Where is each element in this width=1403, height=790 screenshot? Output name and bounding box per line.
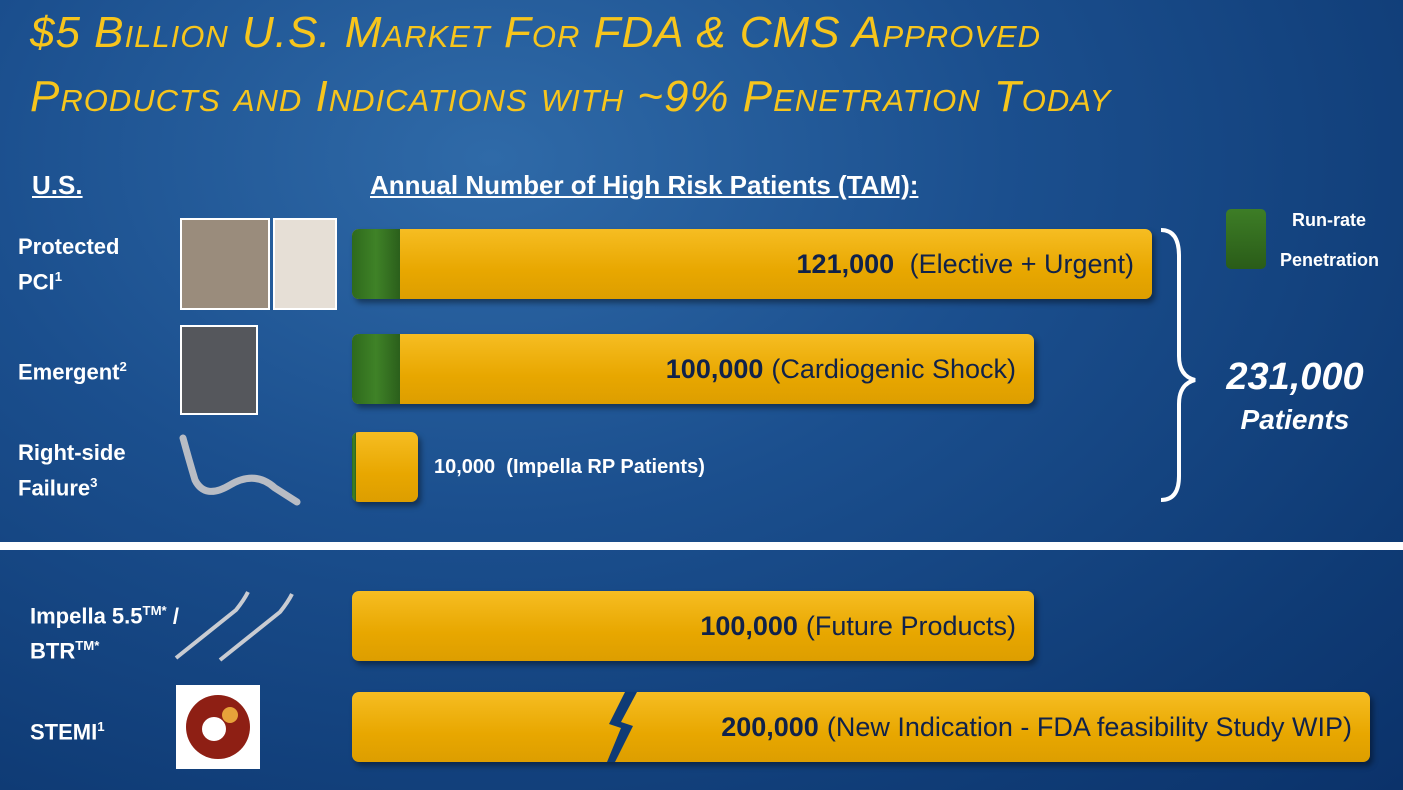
- label-text: Right-side: [18, 440, 126, 465]
- number: 121,000: [796, 249, 895, 279]
- penetration-segment: [352, 432, 356, 502]
- device-icon: [174, 591, 294, 662]
- legend-swatch: [1226, 209, 1266, 269]
- row-label: Emergent2: [18, 352, 127, 387]
- row-label: Protected PCI1: [18, 232, 119, 297]
- photo: [180, 325, 258, 415]
- number: 100,000: [700, 611, 798, 641]
- photo: [180, 218, 270, 310]
- footnote: 2: [119, 359, 127, 374]
- brace: [1160, 228, 1196, 502]
- label-text: /: [166, 603, 179, 629]
- bar-label: 10,000 (Impella RP Patients): [434, 456, 705, 479]
- label-text: PCI: [18, 269, 55, 295]
- label-text: STEMI: [30, 719, 98, 745]
- label-text: BTR: [30, 638, 76, 664]
- description: (Cardiogenic Shock): [771, 354, 1016, 384]
- row-label: Impella 5.5TM* / BTRTM*: [30, 596, 179, 667]
- total-number: 231,000: [1226, 356, 1364, 398]
- bar-label: 100,000 (Cardiogenic Shock): [666, 334, 1016, 404]
- footnote: 1: [54, 269, 63, 284]
- number: 10,000: [434, 456, 496, 478]
- title-line: Products and Indications with ~9% Penetr…: [30, 72, 1112, 121]
- row-label: STEMI1: [30, 712, 105, 747]
- footnote: 1: [97, 719, 105, 734]
- bar: 200,000 (New Indication - FDA feasibility…: [352, 692, 1370, 762]
- title-line: $5 Billion U.S. Market For FDA & CMS App…: [30, 8, 1042, 57]
- bar-label: 200,000 (New Indication - FDA feasibility…: [721, 692, 1352, 762]
- heading: U.S.: [32, 170, 83, 200]
- total-unit: Patients: [1240, 404, 1350, 435]
- label-text: Protected: [18, 234, 120, 259]
- photo: [273, 218, 337, 310]
- bar-label: 121,000 (Elective + Urgent): [797, 229, 1134, 299]
- label-text: Impella 5.5: [30, 603, 143, 629]
- device-icon: [179, 434, 301, 506]
- bar: 121,000 (Elective + Urgent): [352, 229, 1152, 299]
- penetration-segment: [352, 334, 400, 404]
- label-text: Failure: [18, 475, 91, 501]
- label-text: Emergent: [18, 359, 120, 385]
- number: 200,000: [721, 712, 819, 742]
- break-mark: [607, 692, 637, 762]
- description: (New Indication - FDA feasibility Study …: [826, 712, 1352, 742]
- description: (Impella RP Patients): [506, 456, 705, 478]
- number: 100,000: [665, 354, 764, 384]
- bar: 100,000 (Cardiogenic Shock): [352, 334, 1034, 404]
- photo: [176, 685, 260, 769]
- bar-label: 100,000 (Future Products): [700, 591, 1016, 661]
- footnote: TM*: [142, 603, 167, 618]
- row-label: Right-side Failure3: [18, 438, 126, 503]
- legend-text: Run-rate: [1292, 210, 1367, 230]
- bar: 100,000 (Future Products): [352, 591, 1034, 661]
- footnote: TM*: [75, 638, 100, 654]
- heading: Annual Number of High Risk Patients (TAM…: [370, 170, 919, 200]
- description: (Elective + Urgent): [909, 249, 1134, 279]
- divider: [0, 542, 1403, 550]
- bar: [352, 432, 418, 502]
- description: (Future Products): [805, 611, 1016, 641]
- penetration-segment: [352, 229, 400, 299]
- footnote: 3: [90, 475, 98, 490]
- legend-text: Penetration: [1280, 250, 1380, 270]
